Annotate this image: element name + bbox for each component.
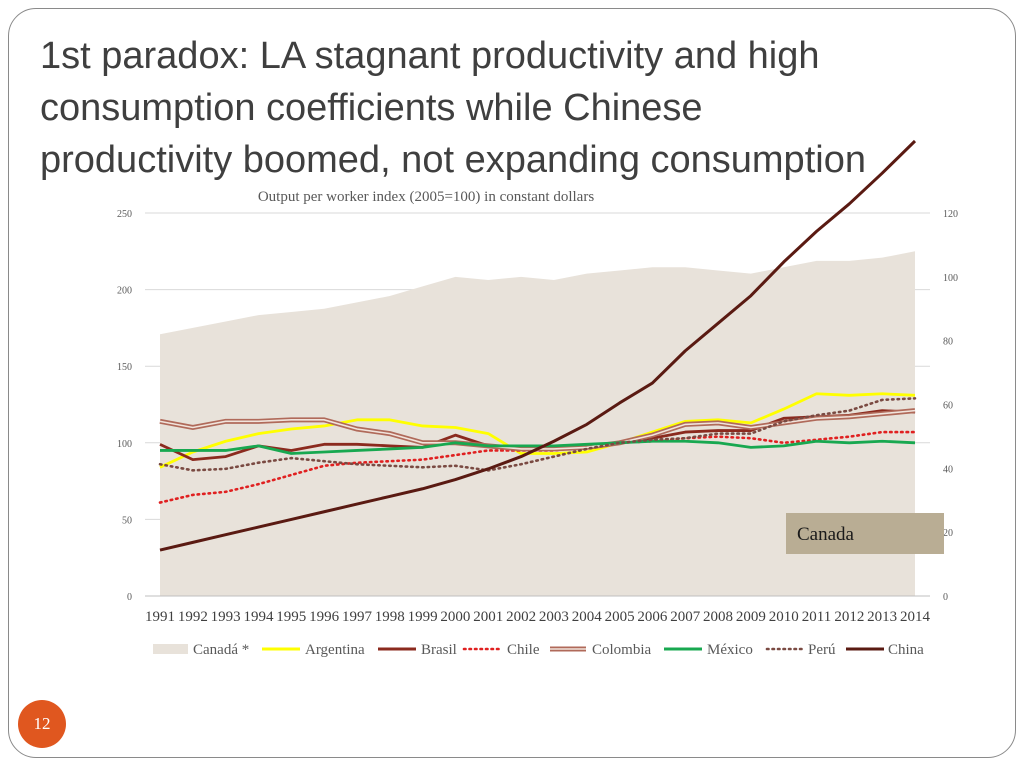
legend-label-china: China xyxy=(888,642,924,658)
x-tick-label: 2003 xyxy=(539,609,569,625)
x-tick-label: 2010 xyxy=(769,609,799,625)
x-tick-label: 2011 xyxy=(802,609,831,625)
x-tick-label: 2013 xyxy=(867,609,897,625)
title-line-1: 1st paradox: LA stagnant productivity an… xyxy=(40,35,820,77)
legend-label-canada: Canadá * xyxy=(193,642,249,658)
legend-label-colombia: Colombia xyxy=(592,642,652,658)
y-left-tick-label: 100 xyxy=(117,439,132,450)
x-tick-label: 1996 xyxy=(309,609,340,625)
y-left-tick-label: 150 xyxy=(117,362,132,373)
legend-swatch-canada xyxy=(153,644,188,654)
x-tick-label: 2006 xyxy=(637,609,668,625)
canada-callout-label: Canada xyxy=(797,524,855,545)
series-line-peru xyxy=(158,397,917,472)
x-tick-label: 2004 xyxy=(572,609,603,625)
legend-label-mexico: México xyxy=(707,642,753,658)
series-line-chile xyxy=(158,430,917,504)
x-tick-label: 1992 xyxy=(178,609,208,625)
page-number-badge: 12 xyxy=(18,700,66,748)
series-line-argentina xyxy=(159,392,916,469)
y-right-tick-label: 0 xyxy=(943,592,948,603)
x-tick-label: 1999 xyxy=(408,609,438,625)
legend-label-chile: Chile xyxy=(507,642,540,658)
x-tick-label: 1991 xyxy=(145,609,175,625)
legend-label-brasil: Brasil xyxy=(421,642,457,658)
y-left-tick-label: 200 xyxy=(117,286,132,297)
y-left-tick-label: 250 xyxy=(117,209,132,220)
legend-label-argentina: Argentina xyxy=(305,642,365,658)
chart-title: Output per worker index (2005=100) in co… xyxy=(258,189,594,205)
x-tick-label: 2001 xyxy=(473,609,503,625)
title-line-3: productivity boomed, not expanding consu… xyxy=(40,139,866,181)
y-right-tick-label: 100 xyxy=(943,273,958,284)
x-tick-label: 1998 xyxy=(375,609,405,625)
x-tick-label: 2007 xyxy=(670,609,701,625)
canada-callout-box xyxy=(786,513,944,554)
y-right-tick-label: 40 xyxy=(943,464,953,475)
title-line-2: consumption coefficients while Chinese xyxy=(40,87,703,129)
x-tick-label: 1995 xyxy=(276,609,306,625)
y-right-tick-label: 60 xyxy=(943,401,953,412)
x-tick-label: 2012 xyxy=(834,609,864,625)
legend-label-peru: Perú xyxy=(808,642,836,658)
series-line-china xyxy=(159,139,917,552)
slide-title: 1st paradox: LA stagnant productivity an… xyxy=(40,30,960,186)
x-tick-label: 2009 xyxy=(736,609,766,625)
x-tick-label: 1994 xyxy=(243,609,274,625)
y-right-tick-label: 20 xyxy=(943,528,953,539)
x-tick-label: 2000 xyxy=(440,609,470,625)
y-right-tick-label: 80 xyxy=(943,337,953,348)
series-line-mexico xyxy=(160,439,916,455)
y-right-tick-label: 120 xyxy=(943,209,958,220)
y-left-tick-label: 50 xyxy=(122,515,132,526)
series-area-canada xyxy=(160,251,915,597)
x-tick-label: 2002 xyxy=(506,609,536,625)
x-tick-label: 2008 xyxy=(703,609,733,625)
x-tick-label: 1997 xyxy=(342,609,373,625)
y-left-tick-label: 0 xyxy=(127,592,132,603)
x-tick-label: 2014 xyxy=(900,609,931,625)
x-tick-label: 1993 xyxy=(211,609,241,625)
x-tick-label: 2005 xyxy=(605,609,635,625)
